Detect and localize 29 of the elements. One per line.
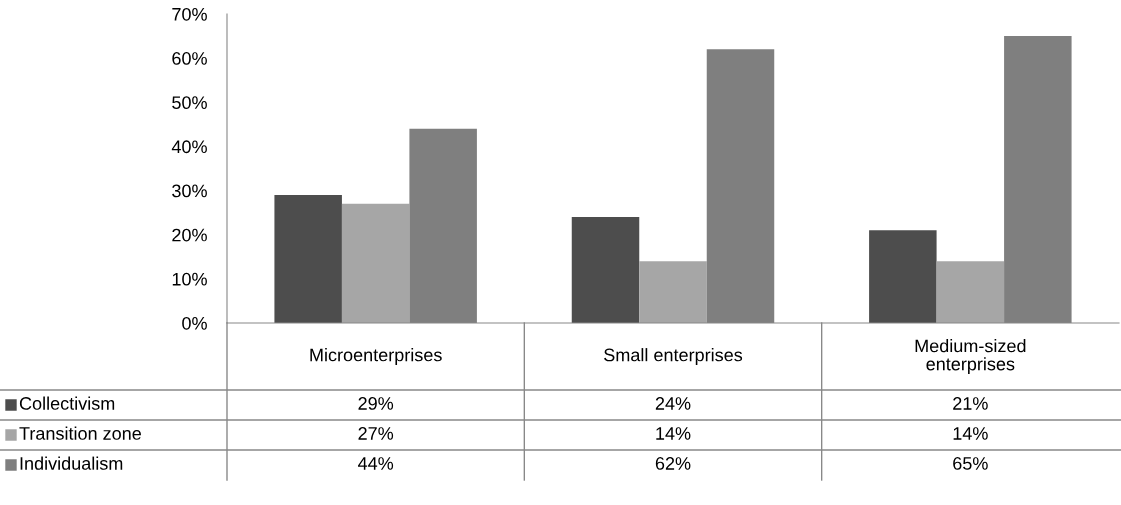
y-tick-label: 60% [172, 52, 207, 65]
data-label: 14% [656, 427, 691, 440]
x-tick-label: Medium-sized enterprises [915, 339, 1026, 374]
bar [639, 261, 707, 323]
bar [869, 230, 937, 323]
y-tick-label: 0% [182, 316, 207, 330]
bar [341, 203, 410, 323]
x-tick-label: Microenterprises [310, 348, 442, 365]
bar [571, 217, 640, 323]
bar [274, 194, 342, 323]
y-tick-label: 50% [172, 96, 207, 110]
data-label: 24% [655, 397, 691, 410]
y-tick-label: 10% [172, 272, 207, 286]
data-label: 29% [358, 397, 394, 410]
data-label: 14% [953, 427, 988, 440]
data-label: 62% [655, 457, 691, 470]
legend-label: Collectivism [19, 396, 115, 410]
data-label: 27% [358, 427, 394, 440]
y-tick-label: 40% [171, 140, 207, 154]
x-tick-label: Small enterprises [604, 348, 743, 365]
data-label: 65% [953, 457, 988, 470]
legend-label: Transition zone [19, 426, 141, 440]
legend-label: Individualism [20, 456, 123, 470]
data-label: 44% [358, 457, 394, 470]
y-tick-label: 30% [172, 184, 207, 198]
y-tick-label: 20% [172, 228, 207, 242]
bar [936, 261, 1005, 323]
y-tick-label: 70% [172, 7, 207, 21]
data-label: 21% [953, 397, 988, 410]
